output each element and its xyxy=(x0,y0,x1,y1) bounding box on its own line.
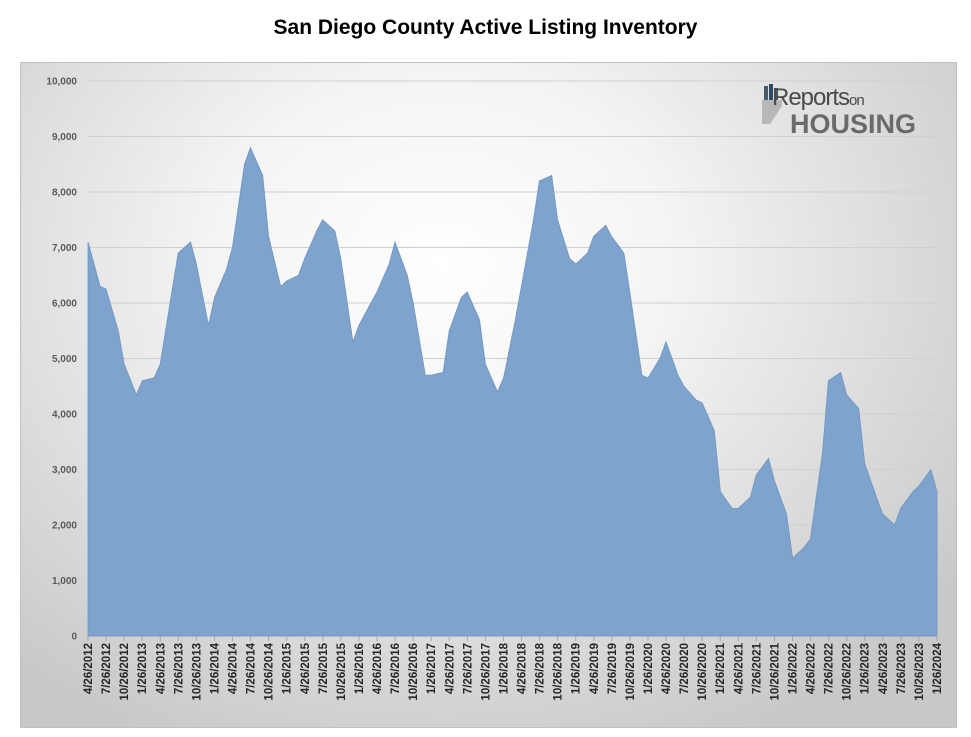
x-tick-label: 1/26/2017 xyxy=(426,643,438,694)
y-axis-ticks: 0 1,000 2,000 3,000 4,000 5,000 6,000 7,000 8,00… xyxy=(46,77,77,643)
x-tick-label: 10/26/2021 xyxy=(769,642,781,700)
x-tick-label: 10/26/2012 xyxy=(119,643,131,701)
x-tick-label: 10/26/2013 xyxy=(191,643,203,701)
x-tick-label: 4/26/2023 xyxy=(878,643,890,694)
x-tick-label: 4/26/2012 xyxy=(83,643,95,694)
y-tick-label: 4,000 xyxy=(52,410,77,421)
logo-mark-icon xyxy=(762,84,782,124)
x-tick-label: 4/26/2022 xyxy=(806,643,818,694)
x-tick-label: 4/26/2017 xyxy=(444,643,456,694)
x-tick-label: 10/26/2017 xyxy=(480,643,492,701)
inventory-area xyxy=(87,146,938,637)
x-tick-label: 4/26/2015 xyxy=(300,642,312,694)
y-tick-label: 2,000 xyxy=(52,521,77,532)
x-tick-label: 1/26/2020 xyxy=(643,643,655,694)
y-tick-label: 3,000 xyxy=(52,465,77,476)
x-tick-label: 1/26/2019 xyxy=(571,643,583,694)
series-area xyxy=(87,146,938,637)
y-tick-label: 8,000 xyxy=(52,188,77,199)
x-tick-label: 1/26/2013 xyxy=(137,643,149,694)
x-tick-label: 10/26/2016 xyxy=(408,643,420,701)
x-tick-label: 7/26/2023 xyxy=(896,643,908,694)
x-tick-label: 7/26/2013 xyxy=(173,643,185,694)
x-tick-label: 7/26/2012 xyxy=(101,643,113,694)
x-tick-label: 1/26/2014 xyxy=(209,642,221,694)
y-tick-label: 6,000 xyxy=(52,299,77,310)
y-tick-label: 7,000 xyxy=(52,243,77,254)
x-tick-label: 4/26/2020 xyxy=(661,643,673,694)
x-tick-label: 1/26/2023 xyxy=(860,643,872,694)
x-tick-label: 1/26/2015 xyxy=(282,642,294,694)
reports-on-housing-logo: Reportson HOUSING xyxy=(760,82,930,144)
x-tick-label: 7/26/2017 xyxy=(462,643,474,694)
x-tick-label: 7/26/2014 xyxy=(246,642,258,694)
y-tick-label: 0 xyxy=(71,632,77,643)
x-tick-label: 7/26/2022 xyxy=(824,643,836,694)
x-tick-label: 4/26/2013 xyxy=(155,643,167,694)
x-tick-label: 10/26/2019 xyxy=(625,643,637,701)
y-tick-label: 10,000 xyxy=(46,77,77,88)
x-tick-label: 1/26/2016 xyxy=(354,643,366,694)
y-tick-label: 1,000 xyxy=(52,576,77,587)
x-tick-label: 7/26/2015 xyxy=(318,642,330,694)
x-tick-label: 4/26/2014 xyxy=(228,642,240,694)
x-tick-label: 7/26/2016 xyxy=(390,643,402,694)
x-tick-label: 7/26/2019 xyxy=(607,643,619,694)
y-tick-label: 5,000 xyxy=(52,354,77,365)
x-tick-label: 1/26/2021 xyxy=(715,642,727,694)
x-tick-label: 4/26/2016 xyxy=(372,643,384,694)
x-tick-label: 1/26/2022 xyxy=(787,643,799,694)
chart-title: San Diego County Active Listing Inventor… xyxy=(273,16,698,39)
x-tick-label: 1/26/2018 xyxy=(498,642,510,694)
x-tick-label: 10/26/2014 xyxy=(264,642,276,700)
x-axis-ticks: 4/26/2012 7/26/2012 10/26/2012 1/26/2013 4/2… xyxy=(83,636,944,701)
x-tick-label: 1/26/2024 xyxy=(932,642,944,694)
x-tick-label: 10/26/2020 xyxy=(697,643,709,701)
x-tick-label: 10/26/2018 xyxy=(553,642,565,700)
x-tick-label: 7/26/2018 xyxy=(535,642,547,694)
x-tick-label: 4/26/2018 xyxy=(517,642,529,694)
x-tick-label: 4/26/2019 xyxy=(589,643,601,694)
x-tick-label: 10/26/2023 xyxy=(914,643,926,701)
x-tick-label: 7/26/2020 xyxy=(679,643,691,694)
x-tick-label: 10/26/2022 xyxy=(842,643,854,701)
x-tick-label: 4/26/2021 xyxy=(733,642,745,694)
x-tick-label: 10/26/2015 xyxy=(336,642,348,700)
x-tick-label: 7/26/2021 xyxy=(751,642,763,694)
y-tick-label: 9,000 xyxy=(52,132,77,143)
